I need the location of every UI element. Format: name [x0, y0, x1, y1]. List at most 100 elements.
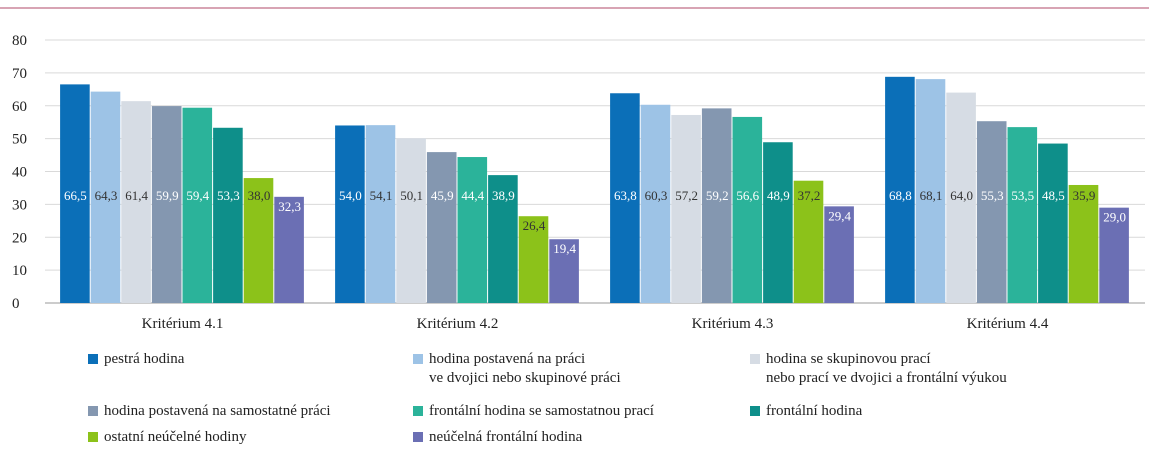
x-tick-label: Kritérium 4.2 — [417, 316, 499, 332]
value-label: 19,4 — [553, 241, 576, 256]
bar — [701, 108, 732, 303]
value-label: 32,3 — [278, 199, 301, 214]
value-label: 26,4 — [523, 218, 546, 233]
bar — [365, 125, 396, 304]
x-tick-label: Kritérium 4.4 — [967, 316, 1049, 332]
bar — [915, 79, 946, 303]
x-tick-label: Kritérium 4.1 — [142, 316, 224, 332]
value-label: 44,4 — [461, 188, 484, 203]
legend-label: hodina postavená na práci ve dvojici neb… — [429, 351, 621, 386]
bar — [640, 104, 671, 303]
bar — [151, 106, 182, 303]
legend-swatch — [88, 354, 98, 364]
bar — [1068, 184, 1099, 303]
value-label: 55,3 — [981, 188, 1004, 203]
legend-item: ostatní neúčelné hodiny — [88, 428, 246, 447]
value-label: 53,3 — [217, 188, 240, 203]
bar — [946, 92, 976, 303]
legend-label: frontální hodina se samostatnou prací — [429, 403, 654, 419]
y-tick-label: 10 — [12, 263, 27, 279]
legend-item: hodina se skupinovou prací nebo prací ve… — [750, 350, 1007, 388]
value-label: 60,3 — [645, 188, 668, 203]
legend-swatch — [413, 406, 423, 416]
value-label: 59,9 — [156, 188, 179, 203]
value-label: 63,8 — [614, 188, 637, 203]
y-tick-label: 70 — [12, 66, 27, 82]
legend-label: frontální hodina — [766, 403, 863, 419]
legend-swatch — [88, 432, 98, 442]
value-label: 54,0 — [339, 188, 362, 203]
bar — [976, 121, 1007, 303]
value-label: 64,3 — [95, 188, 118, 203]
y-tick-label: 30 — [12, 197, 27, 213]
legend-label: pestrá hodina — [104, 351, 185, 367]
value-label: 68,8 — [889, 188, 912, 203]
bar — [671, 114, 701, 303]
value-label: 38,9 — [492, 188, 515, 203]
legend-item: hodina postavená na samostatné práci — [88, 402, 331, 421]
y-tick-label: 40 — [12, 165, 27, 181]
legend-label: hodina postavená na samostatné práci — [104, 403, 331, 419]
legend-swatch — [413, 432, 423, 442]
legend-item: frontální hodina se samostatnou prací — [413, 402, 654, 421]
bar — [274, 196, 304, 303]
y-tick-label: 0 — [12, 296, 20, 312]
bar — [885, 76, 915, 303]
value-label: 64,0 — [950, 188, 973, 203]
bar — [763, 142, 793, 303]
value-label: 59,4 — [186, 188, 209, 203]
legend-swatch — [750, 354, 760, 364]
bar — [1007, 127, 1038, 304]
legend-item: neúčelná frontální hodina — [413, 428, 582, 447]
bar — [488, 175, 518, 303]
value-label: 29,0 — [1103, 210, 1126, 225]
value-label: 57,2 — [675, 188, 698, 203]
value-label: 48,5 — [1042, 188, 1065, 203]
value-label: 50,1 — [400, 188, 423, 203]
value-label: 45,9 — [431, 188, 454, 203]
bar — [243, 178, 274, 303]
bar — [793, 180, 824, 303]
value-label: 35,9 — [1073, 188, 1096, 203]
bar — [457, 157, 488, 303]
legend-swatch — [88, 406, 98, 416]
value-label: 61,4 — [125, 188, 148, 203]
value-label: 59,2 — [706, 188, 729, 203]
bar — [824, 206, 854, 303]
y-tick-label: 20 — [12, 230, 27, 246]
bar — [610, 93, 640, 303]
value-label: 53,5 — [1011, 188, 1034, 203]
value-label: 66,5 — [64, 188, 87, 203]
value-label: 29,4 — [828, 208, 851, 223]
bar — [60, 84, 90, 303]
legend-label: neúčelná frontální hodina — [429, 429, 583, 445]
y-tick-label: 60 — [12, 99, 27, 115]
y-tick-label: 80 — [12, 33, 27, 49]
bar — [518, 216, 549, 303]
value-label: 68,1 — [920, 188, 943, 203]
legend-item: pestrá hodina — [88, 350, 184, 369]
bar — [213, 127, 243, 304]
bar — [426, 152, 457, 303]
legend-swatch — [413, 354, 423, 364]
bar — [732, 116, 763, 304]
value-label: 38,0 — [248, 188, 271, 203]
value-label: 48,9 — [767, 188, 790, 203]
value-label: 54,1 — [370, 188, 393, 203]
bar — [1099, 207, 1129, 303]
bar — [121, 101, 151, 304]
bar — [1038, 143, 1068, 303]
bar — [335, 125, 365, 303]
bar — [549, 239, 579, 303]
x-tick-label: Kritérium 4.3 — [692, 316, 774, 332]
value-label: 56,6 — [736, 188, 759, 203]
legend-item: frontální hodina — [750, 402, 862, 421]
bar — [396, 138, 426, 303]
legend-item: hodina postavená na práci ve dvojici neb… — [413, 350, 621, 388]
bar — [182, 107, 213, 303]
bar — [90, 91, 121, 304]
value-label: 37,2 — [798, 188, 821, 203]
legend-label: ostatní neúčelné hodiny — [104, 429, 247, 445]
